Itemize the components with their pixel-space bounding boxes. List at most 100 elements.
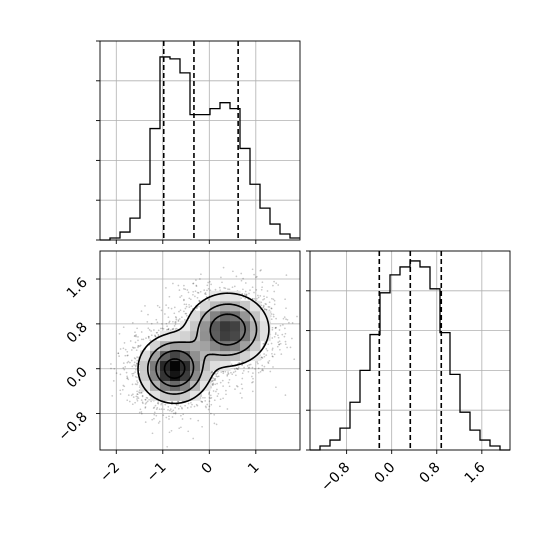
joint-scatter-point — [165, 304, 167, 306]
joint-scatter-point — [253, 297, 256, 300]
joint-scatter-point — [182, 413, 185, 416]
joint-scatter-point — [132, 372, 135, 375]
joint-density-cell — [220, 300, 231, 312]
joint-scatter-point — [279, 348, 281, 351]
joint-scatter-point — [196, 296, 199, 299]
joint-scatter-point — [265, 348, 268, 350]
joint-scatter-point — [178, 289, 181, 291]
joint-density-cell — [250, 300, 261, 312]
joint-scatter-point — [140, 338, 143, 341]
joint-scatter-point — [266, 296, 268, 299]
joint-scatter-point — [138, 391, 140, 393]
joint-density-cell — [170, 370, 181, 381]
joint-scatter-point — [137, 345, 140, 347]
joint-scatter-point — [246, 365, 249, 367]
joint-density-cell — [180, 320, 191, 332]
joint-density-cell — [230, 330, 241, 342]
joint-scatter-point — [274, 332, 277, 334]
joint-scatter-point — [110, 367, 112, 370]
joint-scatter-point — [214, 288, 217, 291]
joint-scatter-point — [211, 370, 213, 373]
joint-scatter-point — [178, 318, 181, 320]
joint-scatter-point — [186, 407, 189, 409]
joint-scatter-point — [126, 354, 129, 357]
joint-scatter-point — [227, 288, 229, 290]
joint-scatter-point — [140, 310, 143, 312]
joint-scatter-point — [160, 408, 163, 410]
joint-scatter-point — [156, 331, 159, 334]
joint-density-cell — [190, 340, 201, 352]
joint-scatter-point — [175, 327, 178, 330]
joint-scatter-point — [134, 375, 137, 378]
joint-scatter-point — [177, 407, 180, 410]
joint-scatter-point — [259, 269, 262, 272]
joint-density-cell — [210, 360, 221, 371]
joint-density-cell — [200, 370, 211, 381]
joint-scatter-point — [134, 368, 137, 371]
joint-scatter-point — [130, 359, 133, 362]
joint-scatter-point — [283, 316, 286, 318]
joint-scatter-point — [126, 399, 129, 402]
joint-scatter-point — [175, 316, 178, 319]
joint-scatter-point — [286, 318, 289, 321]
joint-scatter-point — [244, 290, 247, 293]
joint-scatter-point — [144, 305, 146, 307]
joint-scatter-point — [210, 283, 212, 286]
joint-scatter-point — [248, 292, 250, 295]
joint-scatter-point — [201, 400, 204, 403]
joint-density-cell — [180, 330, 191, 342]
joint-scatter-point — [245, 294, 248, 296]
joint-scatter-point — [240, 383, 243, 386]
joint-density-cell — [240, 340, 251, 352]
joint-scatter-point — [224, 287, 227, 290]
joint-scatter-point — [171, 410, 173, 413]
joint-scatter-point — [184, 288, 187, 291]
joint-scatter-point — [157, 401, 160, 403]
joint-scatter-point — [172, 328, 174, 331]
joint-scatter-point — [262, 305, 265, 308]
joint-scatter-point — [152, 407, 155, 409]
joint-scatter-point — [131, 383, 134, 386]
joint-scatter-point — [122, 326, 125, 329]
joint-scatter-point — [168, 320, 171, 323]
joint-scatter-point — [226, 408, 229, 410]
joint-scatter-point — [241, 360, 244, 363]
joint-scatter-point — [257, 362, 259, 365]
joint-scatter-point — [272, 315, 275, 318]
joint-scatter-point — [284, 332, 287, 335]
joint-scatter-point — [266, 290, 269, 292]
joint-scatter-point — [131, 372, 134, 375]
joint-scatter-point — [272, 355, 274, 358]
joint-scatter-point — [204, 396, 206, 399]
joint-scatter-point — [264, 302, 267, 305]
joint-scatter-point — [269, 370, 272, 373]
joint-scatter-point — [272, 298, 275, 301]
joint-scatter-point — [188, 303, 190, 306]
joint-scatter-point — [213, 399, 216, 402]
joint-scatter-point — [273, 299, 276, 302]
joint-scatter-point — [273, 353, 276, 356]
joint-scatter-point — [222, 370, 225, 373]
joint-scatter-point — [153, 329, 155, 331]
y-histogram-ticks — [306, 250, 483, 454]
joint-scatter-point — [134, 371, 136, 373]
joint-scatter-point — [216, 395, 219, 397]
joint-scatter-point — [251, 286, 254, 289]
joint-scatter-point — [166, 328, 168, 331]
joint-scatter-point — [174, 316, 177, 318]
joint-scatter-point — [271, 347, 274, 350]
joint-scatter-point — [285, 307, 287, 310]
joint-scatter-point — [208, 405, 211, 408]
joint-scatter-point — [161, 327, 164, 330]
joint-scatter-point — [118, 355, 120, 357]
joint-scatter-point — [257, 294, 259, 297]
joint-scatter-point — [185, 312, 188, 315]
joint-scatter-point — [235, 367, 238, 370]
joint-scatter-point — [140, 391, 143, 394]
joint-scatter-point — [134, 334, 136, 337]
joint-scatter-point — [177, 403, 180, 406]
joint-density-cell — [170, 340, 181, 352]
joint-frame — [99, 250, 301, 451]
joint-scatter-point — [136, 393, 139, 395]
joint-scatter-point — [173, 325, 176, 327]
